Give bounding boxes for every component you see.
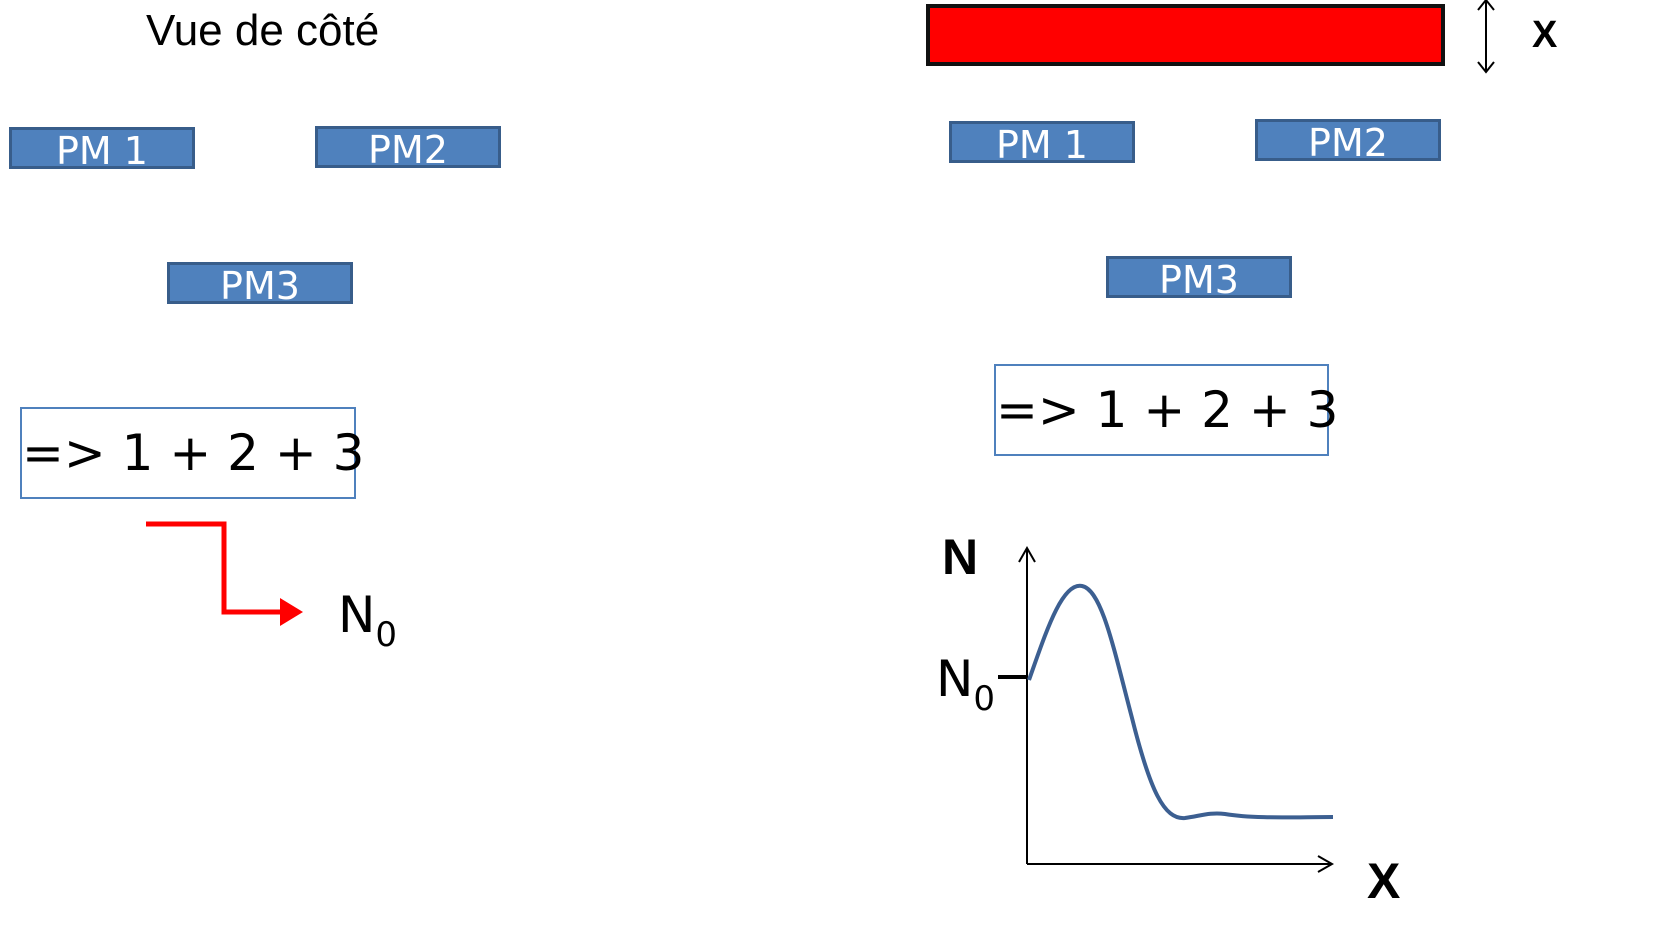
graph-n0-subscript: 0 — [973, 679, 996, 719]
pm3-block: PM3 — [167, 262, 353, 307]
red-bar — [926, 4, 1445, 66]
thickness-label: X — [1532, 14, 1558, 56]
graph-y-arrowhead — [1018, 545, 1036, 563]
side-view-title: Vue de côté — [146, 6, 380, 55]
pm1-block: PM 1 — [9, 127, 195, 172]
graph-x-label: X — [1367, 853, 1401, 909]
graph-y-label: N — [942, 529, 979, 585]
graph-n0-text: N — [936, 650, 974, 708]
pm1-block-right: PM 1 — [949, 121, 1135, 166]
red-arrow-path — [146, 521, 286, 615]
n0-label: N0 — [338, 586, 397, 655]
thickness-arrow — [1477, 0, 1495, 74]
n0-subscript: 0 — [375, 615, 398, 655]
pm3-block-right: PM3 — [1106, 256, 1292, 301]
pm2-block-right: PM2 — [1255, 119, 1441, 164]
graph-x-arrowhead — [1317, 855, 1335, 873]
red-arrow-head — [280, 598, 303, 626]
pm2-block: PM2 — [315, 126, 501, 171]
n0-text: N — [338, 586, 376, 644]
graph-curve — [1027, 583, 1334, 821]
sum-box: => 1 + 2 + 3 — [20, 407, 364, 499]
graph-n0-label: N0 — [936, 650, 995, 719]
sum-box-right: => 1 + 2 + 3 — [994, 364, 1338, 456]
